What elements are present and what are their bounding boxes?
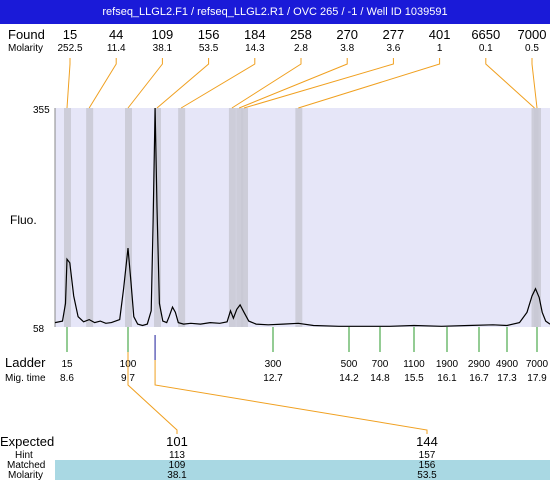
found-size: 6650 — [471, 27, 500, 42]
ladder-size: 500 — [341, 359, 358, 370]
found-size: 277 — [383, 27, 405, 42]
y-tick-bottom: 58 — [33, 324, 45, 335]
found-molarity: 3.8 — [340, 43, 354, 54]
ladder-group: 158.61009.730012.750014.270014.8110015.5… — [60, 327, 549, 384]
found-molarity: 53.5 — [199, 43, 219, 54]
found-connector — [485, 58, 535, 109]
peak-band — [64, 108, 71, 327]
title-bar: refseq_LLGL2.F1 / refseq_LLGL2.R1 / OVC … — [0, 0, 550, 24]
found-molarity: 1 — [437, 43, 443, 54]
expected-molarity: 53.5 — [417, 470, 437, 480]
found-size: 109 — [152, 27, 174, 42]
found-molarity: 0.1 — [479, 43, 493, 54]
matched-label: Matched — [7, 460, 45, 471]
window-title: refseq_LLGL2.F1 / refseq_LLGL2.R1 / OVC … — [102, 6, 448, 18]
found-molarity: 14.3 — [245, 43, 265, 54]
found-molarity: 3.6 — [386, 43, 400, 54]
found-connector — [238, 58, 348, 109]
expected-label: Expected — [0, 434, 54, 449]
ladder-size: 2900 — [468, 359, 491, 370]
mig-time-label: Mig. time — [5, 373, 46, 384]
ladder-size: 700 — [372, 359, 389, 370]
molarity-label: Molarity — [8, 43, 43, 54]
peak-band — [178, 108, 186, 327]
peak-band — [534, 108, 541, 327]
found-connector — [531, 58, 538, 109]
peak-band — [125, 108, 132, 327]
ladder-size: 15 — [61, 359, 73, 370]
expected-expected: 144 — [416, 434, 438, 449]
y-tick-top: 355 — [33, 105, 50, 116]
ladder-size: 300 — [265, 359, 282, 370]
found-connector — [66, 58, 71, 109]
ladder-size: 1100 — [403, 359, 425, 370]
found-connector — [180, 58, 256, 109]
found-size: 7000 — [518, 27, 547, 42]
peak-band — [241, 108, 248, 327]
found-connector — [243, 58, 394, 109]
fluorescence-trace — [54, 107, 550, 327]
ladder-time: 16.1 — [437, 373, 457, 384]
ladder-time: 12.7 — [263, 373, 283, 384]
found-molarity: 252.5 — [57, 43, 82, 54]
expected-connector — [154, 360, 428, 434]
found-size: 15 — [63, 27, 77, 42]
ladder-time: 8.6 — [60, 373, 74, 384]
found-molarity: 11.4 — [107, 43, 126, 54]
expected-expected: 101 — [166, 434, 188, 449]
found-size: 258 — [290, 27, 312, 42]
ladder-time: 15.5 — [404, 373, 424, 384]
found-molarity: 38.1 — [153, 43, 173, 54]
expected-matched: 109 — [169, 460, 186, 471]
found-molarity: 0.5 — [525, 43, 539, 54]
ladder-size: 1900 — [436, 359, 459, 370]
found-size: 156 — [198, 27, 220, 42]
found-size: 44 — [109, 27, 123, 42]
found-connector — [156, 58, 210, 109]
ladder-time: 17.9 — [527, 373, 547, 384]
ladder-size: 7000 — [526, 359, 549, 370]
ladder-time: 16.7 — [469, 373, 489, 384]
found-size: 184 — [244, 27, 266, 42]
found-label: Found — [8, 27, 45, 42]
expected-matched: 156 — [419, 460, 436, 471]
ladder-time: 17.3 — [497, 373, 517, 384]
found-molarity: 2.8 — [294, 43, 308, 54]
found-connectors — [66, 58, 538, 109]
found-connector — [88, 58, 117, 109]
found-connector — [127, 58, 163, 109]
ladder-time: 14.8 — [370, 373, 390, 384]
ladder-time: 14.2 — [339, 373, 359, 384]
peak-band — [228, 108, 236, 327]
found-connector — [231, 58, 302, 109]
expected-hint: 157 — [419, 450, 436, 461]
expected-connector — [127, 352, 178, 434]
found-connector — [298, 58, 441, 109]
peak-band — [236, 108, 244, 327]
expected-connectors — [127, 335, 428, 434]
found-size: 401 — [429, 27, 451, 42]
fluo-label: Fluo. — [10, 213, 37, 227]
expected-molarity: 38.1 — [167, 470, 187, 480]
ladder-size: 4900 — [496, 359, 519, 370]
plot-area — [55, 108, 550, 327]
expected-hint: 113 — [169, 450, 185, 461]
hint-label: Hint — [15, 450, 33, 461]
matched-row-highlight — [55, 460, 550, 480]
trace-group — [54, 107, 550, 327]
peak-band — [295, 108, 303, 327]
molarity-bottom-label: Molarity — [8, 470, 43, 480]
ladder-label: Ladder — [5, 355, 46, 370]
peak-band — [86, 108, 94, 327]
found-size: 270 — [336, 27, 358, 42]
